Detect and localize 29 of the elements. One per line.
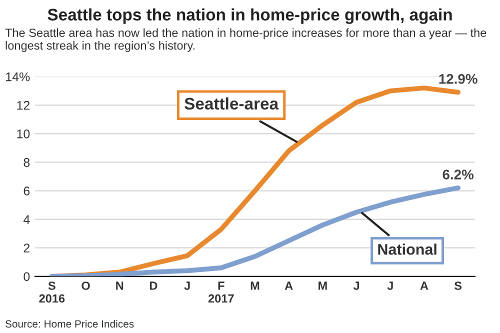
x-tick-label: J (353, 282, 360, 290)
y-tick-label: 6 (24, 186, 30, 196)
data-label: 12.9% (439, 74, 478, 84)
x-tick-label: A (420, 282, 428, 290)
line-series (49, 185, 461, 276)
y-tick-label: 8 (24, 158, 30, 167)
text: National (378, 244, 436, 255)
x-tick-label: J (387, 282, 393, 290)
chart-title: Seattle tops the nation in home-price growth, again (48, 8, 452, 24)
y-tick-label: 0 (24, 272, 30, 282)
source-note: Source: Home Price Indices (5, 320, 134, 328)
y-tick-label: 4 (23, 215, 30, 224)
y-tick-label: 2 (24, 244, 30, 252)
x-tick-label: F 2017 (208, 282, 234, 303)
text: Seattle-area (184, 97, 279, 110)
x-tick-label: D (150, 282, 158, 290)
data-label: 6.2% (442, 170, 474, 180)
y-tick-label: 14% (6, 72, 30, 82)
x-tick-label: O (82, 282, 90, 290)
x-tick-label: S 2016 (39, 282, 65, 303)
x-tick-label: M (250, 282, 260, 290)
chart-subtitle: The Seattle area has now led the nation in home-price increases for more than a year — the longest streak in the region’s history. (5, 28, 486, 52)
y-tick-label: 12 (17, 100, 30, 110)
x-tick-label: A (284, 282, 293, 290)
x-tick-label: M (318, 282, 327, 290)
y-tick-label: 10 (17, 129, 30, 138)
x-tick-label: S (454, 282, 462, 290)
x-tick-label: N (116, 282, 124, 290)
x-tick-label: J (184, 282, 190, 290)
